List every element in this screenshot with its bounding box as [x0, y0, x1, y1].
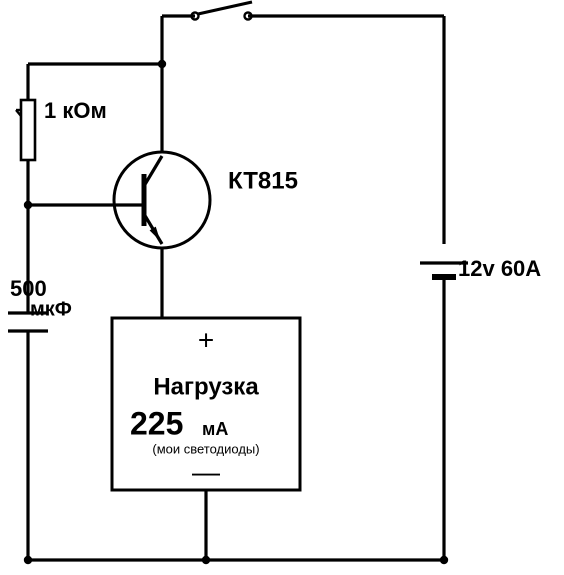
resistor-symbol [16, 100, 35, 160]
load-minus-sign: — [192, 456, 220, 487]
capacitor-value: 500 [10, 276, 47, 301]
load-value: 225 [130, 405, 183, 441]
circuit-diagram: 1 кОм КТ815 500 мкФ + Нагрузка 225 мА (м… [0, 0, 564, 575]
load-title: Нагрузка [153, 373, 259, 400]
load-unit: мА [202, 419, 228, 439]
battery-label: 12v 60A [458, 256, 541, 281]
switch-symbol [192, 2, 253, 20]
load-subtitle: (мои светодиоды) [152, 441, 259, 456]
transistor-label: КТ815 [228, 167, 298, 194]
resistor-label: 1 кОм [44, 98, 107, 123]
load-plus-sign: + [198, 324, 214, 355]
transistor-symbol [114, 152, 210, 248]
capacitor-unit: мкФ [30, 298, 72, 320]
load-box: + Нагрузка 225 мА (мои светодиоды) — [112, 318, 300, 490]
